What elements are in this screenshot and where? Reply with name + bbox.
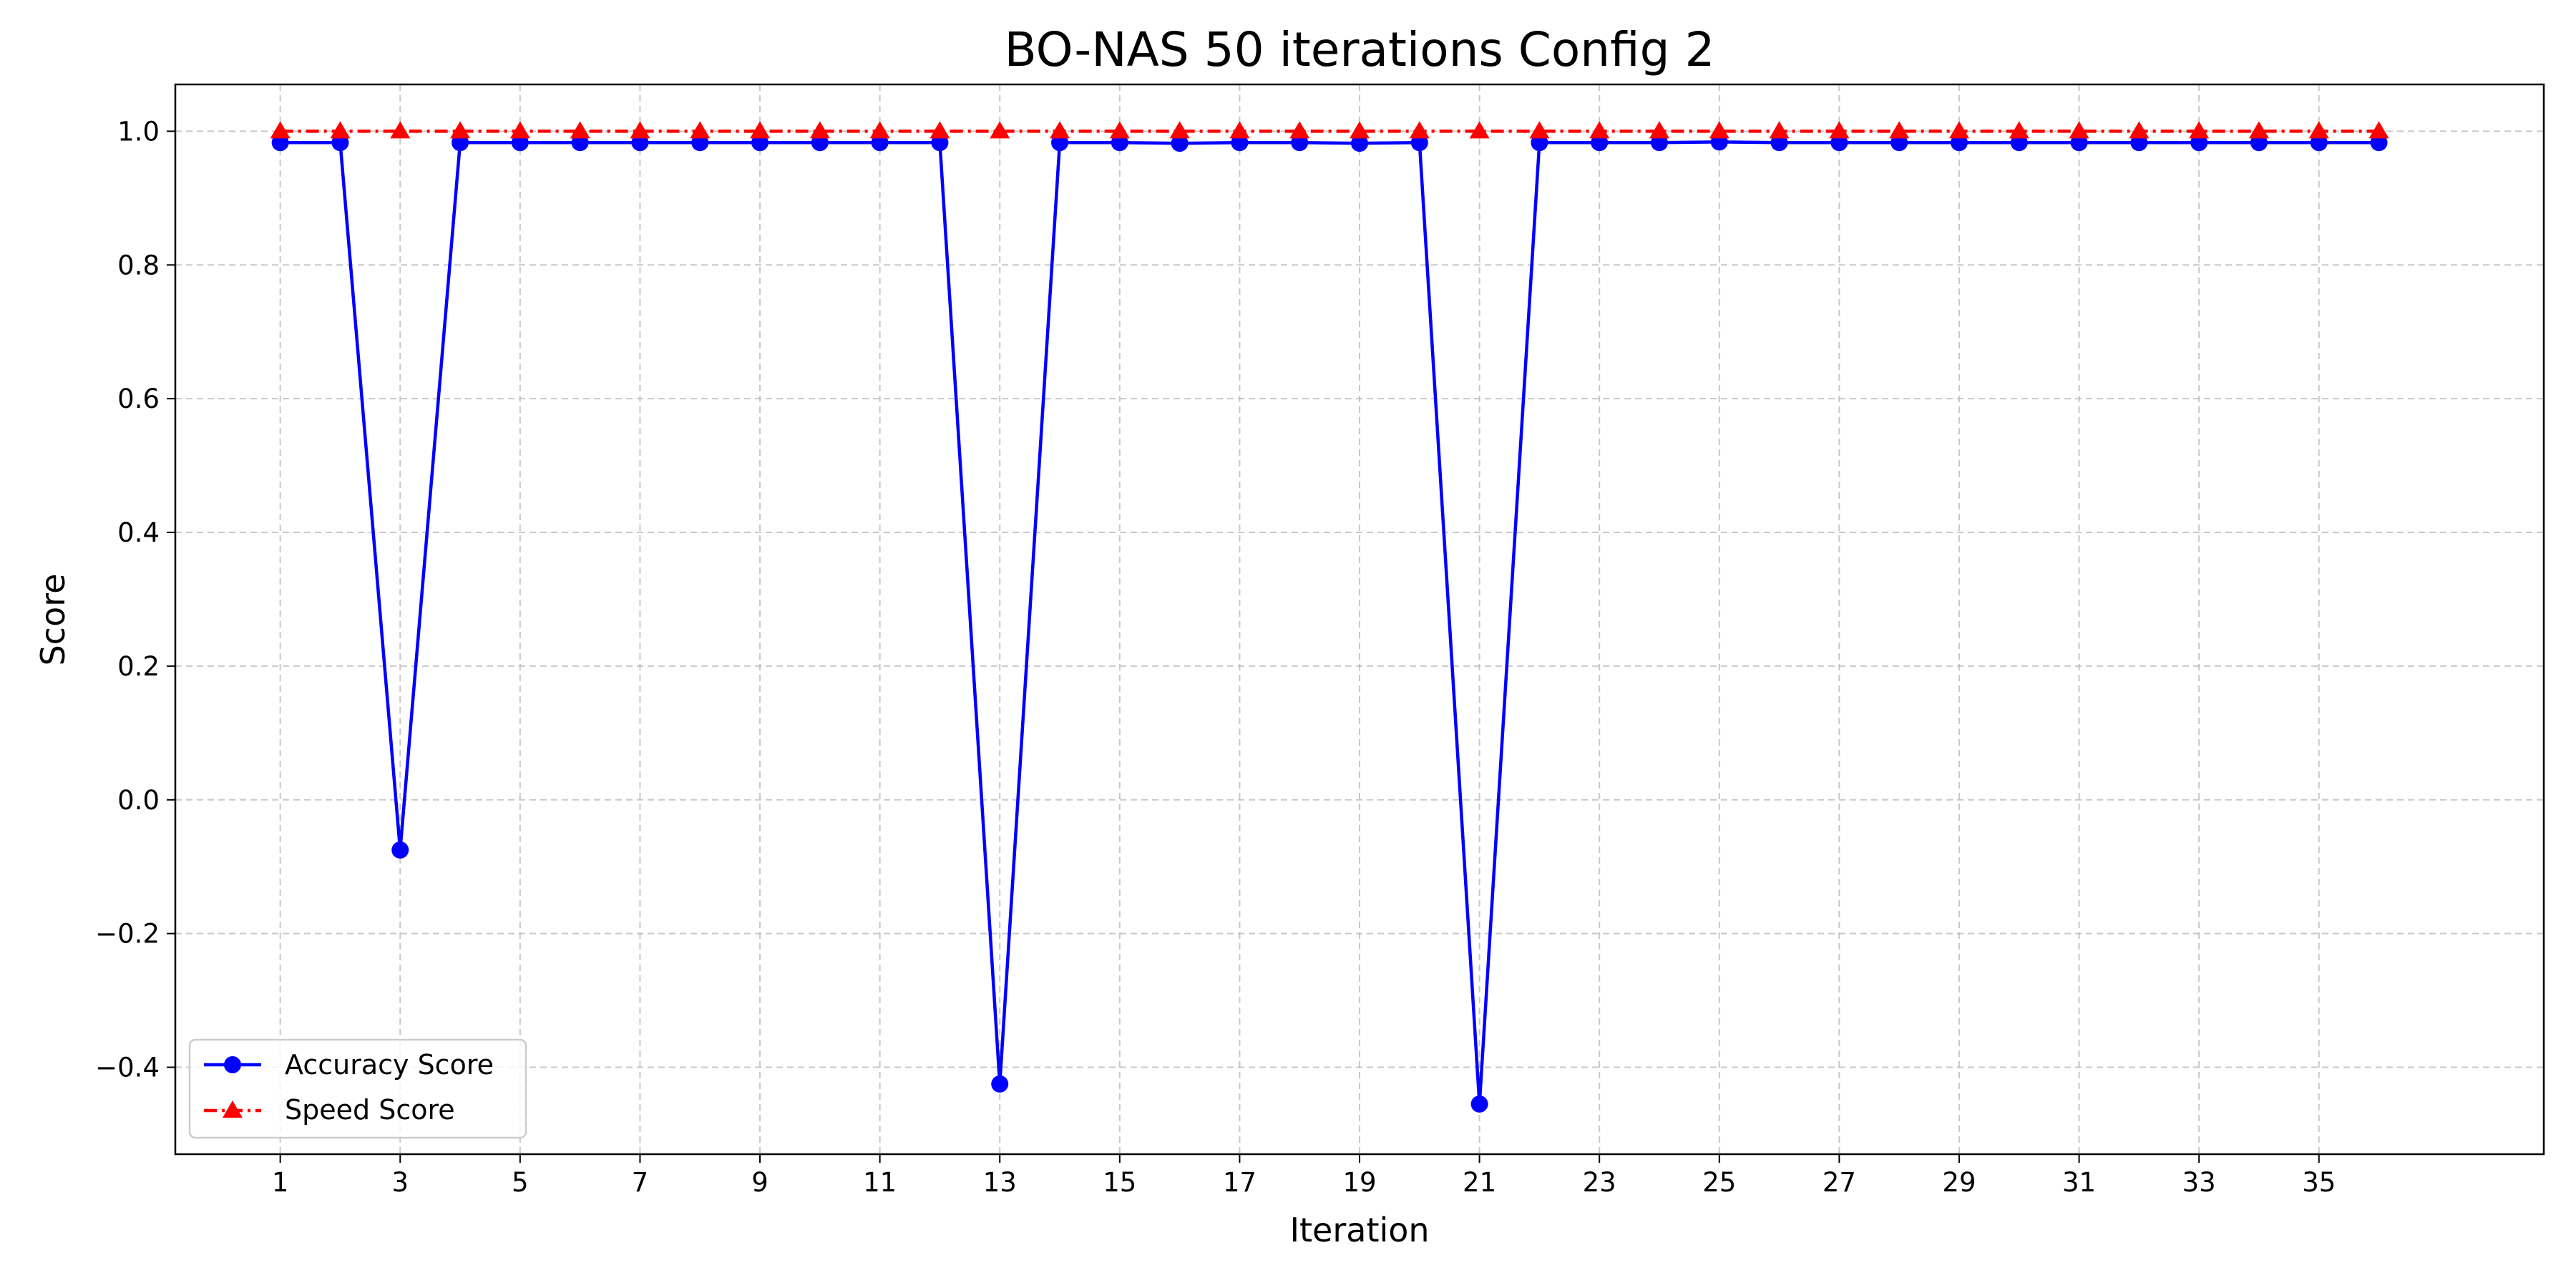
x-axis-title: Iteration bbox=[1289, 1211, 1429, 1249]
speed-point bbox=[1050, 121, 1070, 139]
speed-point bbox=[2368, 121, 2389, 139]
speed-point bbox=[330, 121, 351, 139]
speed-point bbox=[990, 121, 1010, 139]
speed-point bbox=[1469, 121, 1490, 139]
x-tick-label: 25 bbox=[1702, 1167, 1736, 1198]
y-tick-label: 0.2 bbox=[117, 651, 160, 682]
x-tick-label: 19 bbox=[1342, 1167, 1376, 1198]
accuracy-point bbox=[1171, 135, 1189, 152]
x-tick-label: 21 bbox=[1463, 1167, 1496, 1198]
x-tick-label: 27 bbox=[1823, 1167, 1856, 1198]
y-tick-label: 0.8 bbox=[117, 250, 160, 280]
speed-point bbox=[1289, 121, 1310, 139]
x-tick-label: 29 bbox=[1942, 1167, 1976, 1198]
speed-point bbox=[869, 121, 890, 139]
legend: Accuracy Score Speed Score bbox=[188, 1038, 527, 1139]
speed-point bbox=[809, 121, 830, 139]
speed-point bbox=[450, 121, 471, 139]
y-tick-label: −0.2 bbox=[95, 919, 160, 950]
speed-point bbox=[1529, 121, 1550, 139]
legend-marker-accuracy bbox=[224, 1056, 241, 1073]
x-tick-label: 15 bbox=[1103, 1167, 1136, 1198]
x-tick-label: 9 bbox=[751, 1167, 769, 1198]
legend-label-speed: Speed Score bbox=[285, 1094, 455, 1126]
speed-point bbox=[1109, 121, 1130, 139]
x-tick-label: 3 bbox=[391, 1167, 409, 1198]
x-tick-label: 17 bbox=[1223, 1167, 1257, 1198]
speed-point bbox=[1409, 121, 1430, 139]
speed-point bbox=[1169, 121, 1190, 139]
y-tick-label: 0.0 bbox=[117, 785, 160, 816]
y-tick-label: 0.4 bbox=[117, 517, 160, 548]
speed-point bbox=[1948, 121, 1969, 139]
speed-point bbox=[2308, 121, 2329, 139]
x-tick-label: 23 bbox=[1583, 1167, 1616, 1198]
x-tick-label: 5 bbox=[512, 1167, 529, 1198]
y-tick-label: 1.0 bbox=[117, 116, 160, 147]
speed-point bbox=[1649, 121, 1669, 139]
y-tick-label: 0.6 bbox=[117, 384, 160, 414]
grid-lines bbox=[175, 84, 2544, 1154]
accuracy-point bbox=[1470, 1095, 1488, 1113]
legend-marker-speed bbox=[223, 1101, 243, 1118]
accuracy-series-line bbox=[280, 140, 2379, 1106]
x-tick-label: 33 bbox=[2182, 1167, 2216, 1198]
speed-point bbox=[390, 121, 411, 139]
speed-point bbox=[509, 121, 530, 139]
y-tick-label: −0.4 bbox=[95, 1053, 160, 1083]
x-tick-label: 13 bbox=[983, 1167, 1017, 1198]
speed-point bbox=[270, 121, 291, 139]
speed-point bbox=[630, 121, 650, 139]
legend-box bbox=[188, 1038, 527, 1139]
speed-point bbox=[2248, 121, 2269, 139]
speed-point bbox=[1709, 121, 1729, 139]
speed-point bbox=[1769, 121, 1790, 139]
x-tick-label: 11 bbox=[863, 1167, 897, 1198]
speed-point bbox=[2009, 121, 2029, 139]
speed-point bbox=[2129, 121, 2150, 139]
speed-point bbox=[750, 121, 771, 139]
x-tick-label: 31 bbox=[2062, 1167, 2096, 1198]
speed-point bbox=[930, 121, 950, 139]
speed-point bbox=[1829, 121, 1850, 139]
speed-point bbox=[1589, 121, 1610, 139]
x-tick-label: 7 bbox=[632, 1167, 649, 1198]
accuracy-point bbox=[1351, 135, 1368, 152]
accuracy-point bbox=[391, 841, 409, 859]
speed-point bbox=[1350, 121, 1370, 139]
series-layer bbox=[270, 121, 2389, 1113]
accuracy-point bbox=[991, 1075, 1009, 1093]
y-axis-title: Score bbox=[34, 574, 72, 666]
speed-point bbox=[570, 121, 590, 139]
speed-point bbox=[2069, 121, 2089, 139]
speed-point bbox=[690, 121, 711, 139]
speed-point bbox=[2189, 121, 2210, 139]
legend-label-accuracy: Accuracy Score bbox=[285, 1049, 494, 1080]
speed-point bbox=[1889, 121, 1910, 139]
x-tick-label: 35 bbox=[2302, 1167, 2336, 1198]
x-axis: 1 3 5 7 9 11 13 15 17 19 21 23 25 27 29 31 33 35 bbox=[272, 1154, 2336, 1198]
speed-point bbox=[1229, 121, 1250, 139]
y-axis: 1.0 0.8 0.6 0.4 0.2 0.0 −0.2 −0.4 bbox=[95, 116, 175, 1083]
chart-title: BO-NAS 50 iterations Config 2 bbox=[1005, 22, 1715, 77]
x-tick-label: 1 bbox=[272, 1167, 289, 1198]
